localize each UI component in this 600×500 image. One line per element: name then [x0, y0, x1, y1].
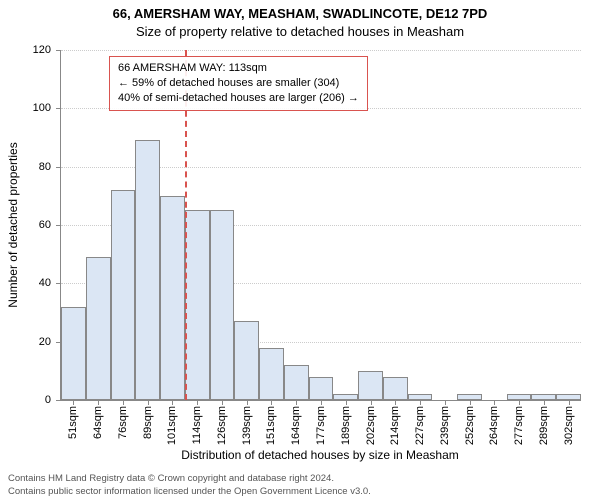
xtick-label: 202sqm — [365, 406, 377, 445]
xtick-mark — [296, 400, 297, 405]
histogram-bar — [358, 371, 383, 400]
xtick-mark — [371, 400, 372, 405]
xtick-label: 101sqm — [166, 406, 178, 445]
xtick-label: 214sqm — [389, 406, 401, 445]
xtick-mark — [569, 400, 570, 405]
histogram-bar — [86, 257, 111, 400]
xtick-mark — [445, 400, 446, 405]
histogram-bar — [259, 348, 284, 401]
xtick-mark — [172, 400, 173, 405]
xtick-mark — [98, 400, 99, 405]
x-axis-label: Distribution of detached houses by size … — [60, 448, 580, 462]
xtick-label: 89sqm — [142, 406, 154, 439]
xtick-mark — [271, 400, 272, 405]
xtick-mark — [544, 400, 545, 405]
xtick-label: 76sqm — [117, 406, 129, 439]
xtick-mark — [247, 400, 248, 405]
xtick-label: 189sqm — [340, 406, 352, 445]
histogram-bar — [61, 307, 86, 400]
histogram-bar — [234, 321, 259, 400]
annotation-line1: 66 AMERSHAM WAY: 113sqm — [118, 61, 359, 76]
xtick-mark — [346, 400, 347, 405]
annotation-line3: 40% of semi-detached houses are larger (… — [118, 91, 359, 106]
ytick-mark — [56, 283, 61, 284]
xtick-label: 239sqm — [439, 406, 451, 445]
xtick-mark — [222, 400, 223, 405]
xtick-label: 177sqm — [315, 406, 327, 445]
xtick-label: 114sqm — [191, 406, 203, 444]
plot-area: 02040608010012051sqm64sqm76sqm89sqm101sq… — [60, 50, 581, 401]
xtick-mark — [123, 400, 124, 405]
annotation-line2: ← 59% of detached houses are smaller (30… — [118, 76, 359, 91]
xtick-label: 252sqm — [464, 406, 476, 445]
xtick-label: 64sqm — [92, 406, 104, 439]
xtick-mark — [420, 400, 421, 405]
xtick-label: 151sqm — [265, 406, 277, 445]
ytick-mark — [56, 400, 61, 401]
xtick-label: 139sqm — [241, 406, 253, 445]
histogram-bar — [185, 210, 210, 400]
xtick-label: 302sqm — [563, 406, 575, 445]
xtick-label: 227sqm — [414, 406, 426, 445]
ytick-label: 100 — [33, 102, 51, 114]
footer-attribution: Contains HM Land Registry data © Crown c… — [8, 473, 592, 498]
xtick-mark — [395, 400, 396, 405]
histogram-bar — [160, 196, 185, 400]
ytick-mark — [56, 50, 61, 51]
xtick-label: 51sqm — [67, 406, 79, 439]
y-axis-label: Number of detached properties — [6, 50, 22, 400]
xtick-mark — [494, 400, 495, 405]
xtick-label: 289sqm — [538, 406, 550, 445]
ytick-label: 20 — [39, 336, 51, 348]
xtick-mark — [197, 400, 198, 405]
xtick-mark — [321, 400, 322, 405]
ytick-label: 60 — [39, 219, 51, 231]
histogram-bar — [135, 140, 160, 400]
xtick-mark — [73, 400, 74, 405]
xtick-label: 164sqm — [290, 406, 302, 445]
ytick-label: 0 — [45, 394, 51, 406]
title-address: 66, AMERSHAM WAY, MEASHAM, SWADLINCOTE, … — [0, 6, 600, 21]
ytick-label: 80 — [39, 161, 51, 173]
histogram-bar — [284, 365, 309, 400]
ytick-label: 40 — [39, 277, 51, 289]
xtick-label: 264sqm — [488, 406, 500, 445]
xtick-label: 277sqm — [513, 406, 525, 445]
title-subtitle: Size of property relative to detached ho… — [0, 24, 600, 39]
ytick-mark — [56, 108, 61, 109]
histogram-bar — [383, 377, 408, 400]
xtick-label: 126sqm — [216, 406, 228, 445]
footer-line2: Contains public sector information licen… — [8, 486, 592, 498]
annotation-box: 66 AMERSHAM WAY: 113sqm ← 59% of detache… — [109, 56, 368, 111]
footer-line1: Contains HM Land Registry data © Crown c… — [8, 473, 592, 485]
xtick-mark — [470, 400, 471, 405]
histogram-bar — [210, 210, 235, 400]
chart-container: 66, AMERSHAM WAY, MEASHAM, SWADLINCOTE, … — [0, 0, 600, 500]
xtick-mark — [519, 400, 520, 405]
ytick-mark — [56, 167, 61, 168]
ytick-mark — [56, 225, 61, 226]
ytick-label: 120 — [33, 44, 51, 56]
xtick-mark — [148, 400, 149, 405]
histogram-bar — [309, 377, 334, 400]
grid-line — [61, 50, 581, 51]
histogram-bar — [111, 190, 136, 400]
